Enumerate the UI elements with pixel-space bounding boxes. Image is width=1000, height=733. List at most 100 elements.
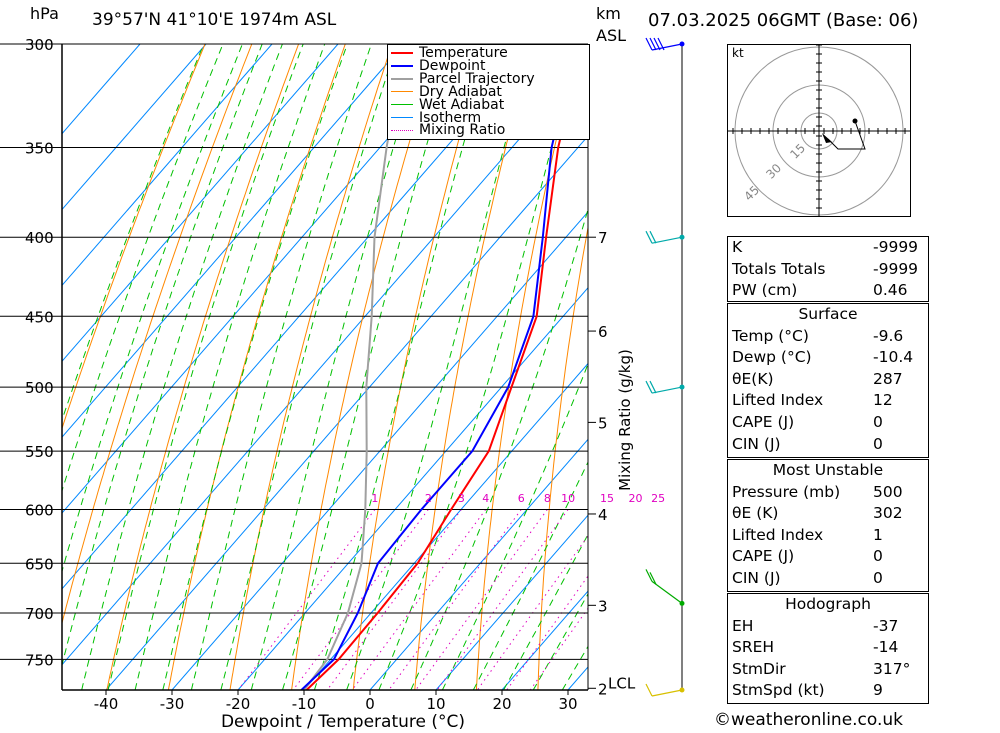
wet-adiabat-line [62, 44, 243, 574]
surface-row: Temp (°C) -9.6 [732, 326, 904, 345]
hodograph-plot: 15 30 45 [728, 45, 910, 216]
mixing-ratio-line [529, 607, 588, 690]
mixing-ratio-axis-title: Mixing Ratio (g/kg) [616, 349, 634, 491]
surface-row: Dewp (°C) -10.4 [732, 348, 914, 367]
km-tick-label: 2 [598, 680, 608, 698]
mixing-ratio-line [237, 509, 376, 690]
hodograph-panel: kt 15 30 45 [727, 44, 911, 217]
surface-title: Surface [798, 305, 858, 323]
mixing-ratio-label: 10 [561, 492, 575, 505]
wet-adiabat-line [282, 44, 458, 690]
pressure-tick-label: 750 [25, 651, 54, 669]
dry-adiabat-line [941, 44, 969, 690]
km-tick-label: 3 [598, 597, 608, 615]
most-unstable-row: Pressure (mb) 500 [732, 482, 903, 501]
mixing-ratio-line [415, 509, 548, 690]
legend-item-isotherm: Isotherm [391, 111, 535, 125]
x-tick-label: -10 [292, 695, 317, 713]
hpa-unit-label: hPa [30, 4, 59, 23]
pressure-tick-label: 450 [25, 308, 54, 326]
x-tick-label: -20 [226, 695, 251, 713]
mixing-ratio-label: 25 [651, 492, 665, 505]
isotherm-line [303, 362, 588, 690]
isotherm-line [62, 44, 207, 211]
wind-barb [645, 37, 683, 51]
pressure-tick-label: 400 [25, 229, 54, 247]
parcel-trajectory-line [305, 44, 584, 690]
mixing-ratio-label: 1 [371, 492, 378, 505]
km-tick-label: 5 [598, 414, 608, 432]
pressure-tick-label: 650 [25, 555, 54, 573]
pressure-tick-label: 550 [25, 443, 54, 461]
isotherm-line [62, 44, 537, 590]
legend-item-parcel: Parcel Trajectory [391, 72, 535, 86]
most-unstable-row: θE (K) 302 [732, 504, 903, 523]
isotherm-line [62, 59, 588, 666]
mixing-ratio-label: 20 [629, 492, 643, 505]
most-unstable-row: Lifted Index 1 [732, 525, 883, 544]
wet-adiabat-line [313, 44, 493, 690]
surface-row: CAPE (J) 0 [732, 412, 883, 431]
isotherm-line [62, 44, 273, 287]
pressure-tick-label: 700 [25, 605, 54, 623]
dry-adiabat-line [600, 44, 673, 690]
mixing-ratio-label: 15 [600, 492, 614, 505]
surface-table: Surface Temp (°C) -9.6 Dewp (°C) -10.4 θE(… [727, 303, 929, 458]
hodograph-table-title: Hodograph [785, 595, 871, 613]
mixing-ratio-line [326, 509, 462, 690]
mixing-ratio-label: 6 [518, 492, 525, 505]
x-tick-label: -40 [94, 695, 119, 713]
legend-item-temperature: Temperature [391, 46, 535, 60]
most-unstable-table: Most Unstable Pressure (mb) 500 θE (K) 302… [727, 459, 929, 592]
indices-table: K -9999 Totals Totals -9999 PW (cm) 0.46 [727, 236, 929, 302]
most-unstable-title: Most Unstable [772, 461, 884, 479]
datetime-title: 07.03.2025 06GMT (Base: 06) [648, 10, 919, 31]
isotherm-line [62, 44, 339, 363]
x-tick-label: 0 [365, 695, 375, 713]
x-axis-title: Dewpoint / Temperature (°C) [221, 712, 465, 732]
mixing-ratio-label: 3 [458, 492, 465, 505]
dry-adiabat-line [352, 44, 487, 690]
legend-item-dewpoint: Dewpoint [391, 59, 535, 73]
wet-adiabat-line [250, 44, 426, 690]
isotherm-line [105, 135, 588, 690]
wind-barb [645, 380, 683, 394]
mixing-ratio-label: 2 [425, 492, 432, 505]
hodograph-row: EH -37 [732, 616, 899, 635]
hodograph-unit: kt [732, 46, 744, 60]
dry-adiabat-line [106, 44, 300, 690]
asl-unit-label: ASL [596, 26, 627, 45]
dry-adiabat-line [414, 44, 533, 690]
km-tick-label: 6 [598, 323, 608, 341]
surface-row: Lifted Index 12 [732, 391, 893, 410]
pressure-tick-label: 300 [25, 36, 54, 54]
isotherm-line [369, 438, 588, 690]
most-unstable-row: CAPE (J) 0 [732, 547, 883, 566]
index-row-pw: PW (cm) 0.46 [732, 281, 908, 300]
wet-adiabat-line [532, 592, 588, 690]
wet-adiabat-line [190, 44, 372, 690]
copyright-text: ©weatheronline.co.uk [714, 710, 904, 730]
legend-item-wet-adiabat: Wet Adiabat [391, 98, 535, 112]
isotherm-line [435, 514, 588, 690]
dry-adiabat-line [62, 44, 253, 626]
pressure-tick-label: 350 [25, 140, 54, 158]
dry-adiabat-line [475, 44, 580, 690]
hodograph-row: StmSpd (kt) 9 [732, 681, 883, 700]
dry-adiabat-line [661, 44, 720, 690]
km-unit-label: km [596, 4, 621, 23]
legend-item-dry-adiabat: Dry Adiabat [391, 85, 535, 99]
wet-adiabat-line [134, 44, 326, 690]
wind-barb [645, 569, 683, 604]
dewpoint-line [300, 44, 577, 690]
isotherm-line [62, 44, 471, 514]
hodograph-ring-label: 15 [787, 141, 808, 162]
wet-adiabat-line [62, 44, 263, 667]
x-tick-label: 10 [426, 695, 445, 713]
wet-adiabat-line [441, 362, 588, 690]
hodograph-ring-label: 30 [763, 161, 784, 182]
mixing-ratio-line [351, 509, 487, 690]
hodograph-row: StmDir 317° [732, 659, 911, 678]
mixing-ratio-line [436, 509, 569, 690]
